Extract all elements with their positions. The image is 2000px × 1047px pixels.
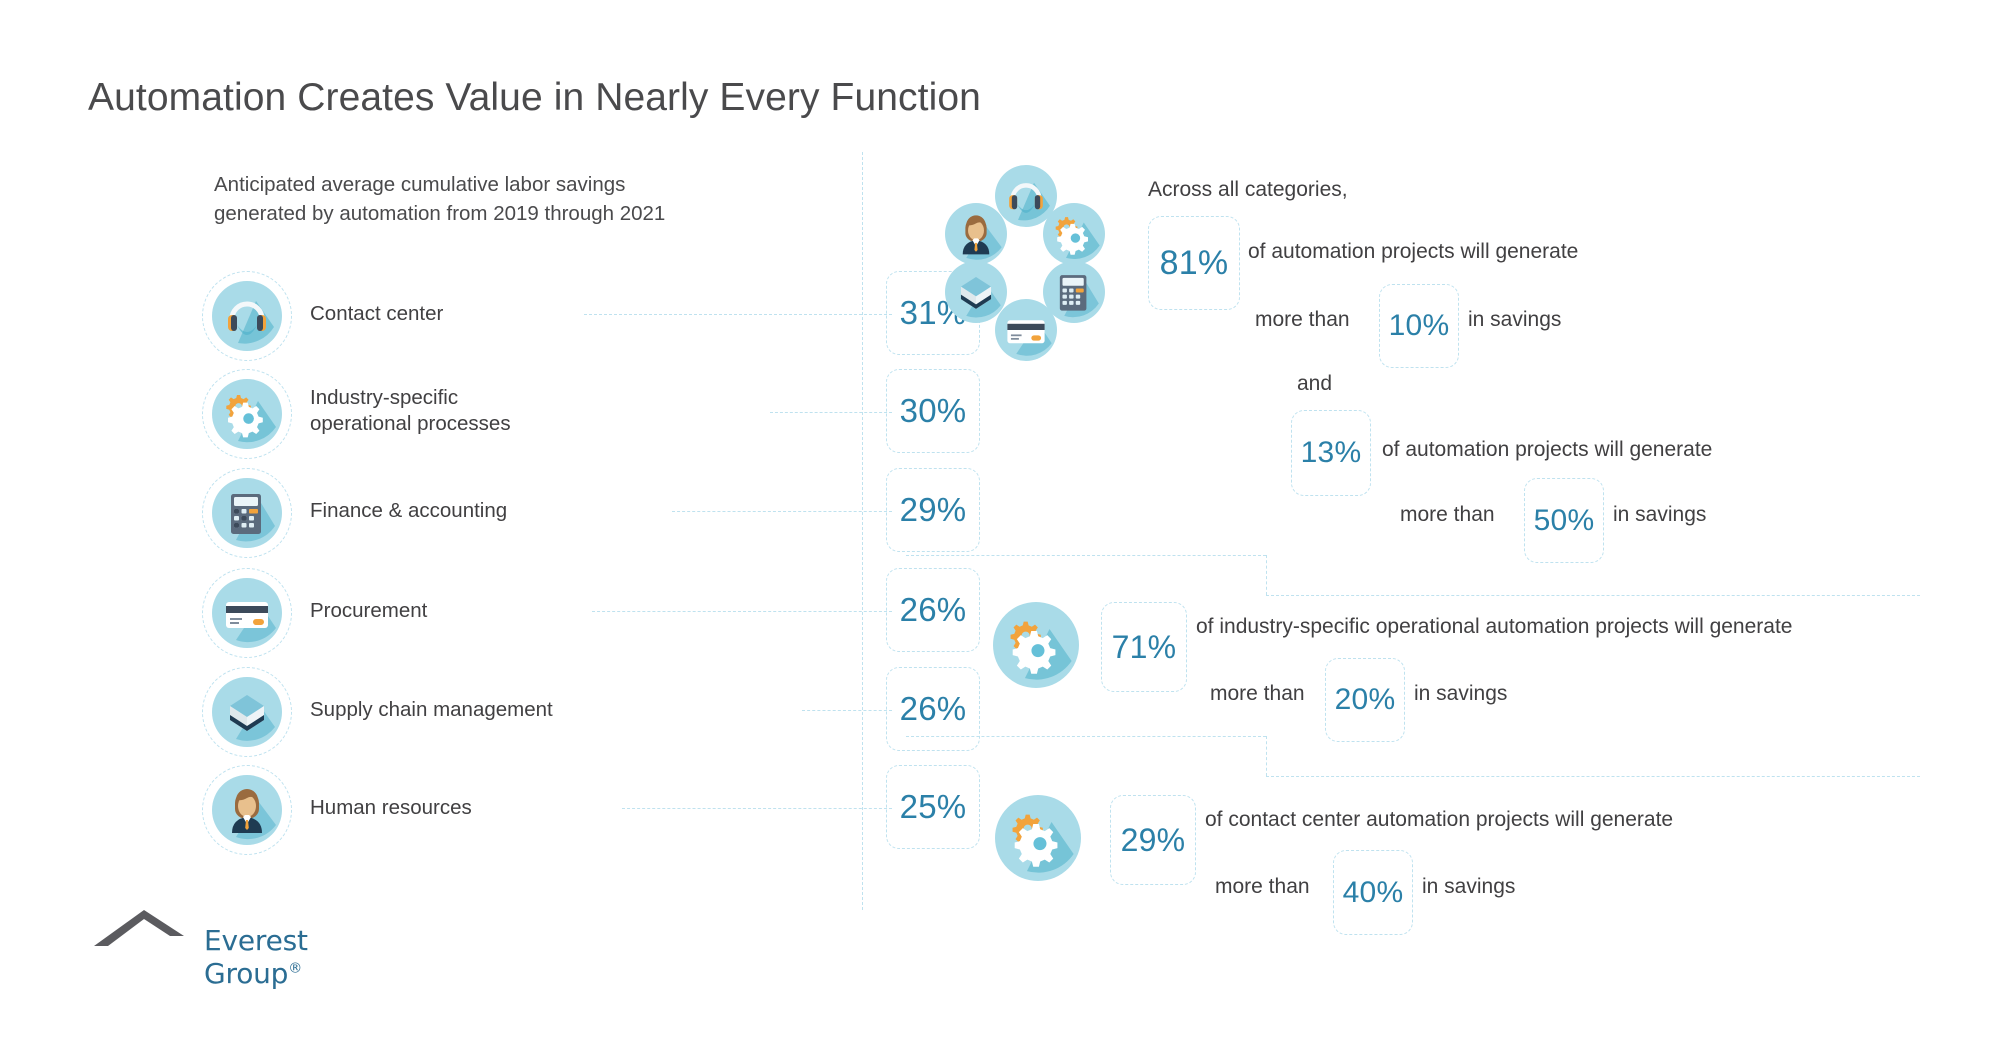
page-title: Automation Creates Value in Nearly Every… (88, 76, 981, 119)
stat-71-value: 71% (1111, 628, 1177, 665)
percent-value: 26% (899, 690, 967, 727)
list-item[interactable]: Procurement (202, 568, 892, 660)
mountain-peak-icon (94, 910, 184, 946)
person-icon (202, 765, 294, 857)
credit-card-icon (202, 568, 294, 660)
percent-value: 30% (899, 392, 967, 429)
leader-line (802, 710, 892, 711)
stat-10-badge: 10% (1379, 284, 1459, 368)
stat-10-suffix-label: in savings (1468, 308, 1562, 331)
leader-line (770, 412, 892, 413)
stat-29-value: 29% (1120, 821, 1186, 858)
stat-50-suffix-label: in savings (1613, 503, 1707, 526)
percent-value: 26% (899, 591, 967, 628)
person-icon (945, 203, 1007, 265)
stat-10-value: 10% (1388, 309, 1450, 342)
vertical-divider (862, 152, 863, 910)
stat-20-badge: 20% (1325, 658, 1405, 742)
percent-value: 29% (899, 491, 967, 528)
stat-50-badge: 50% (1524, 478, 1604, 563)
stat-10-more-than-label: more than (1255, 308, 1350, 331)
percent-badge: 25% (886, 765, 980, 849)
package-box-icon (945, 261, 1007, 323)
package-box-icon (202, 667, 294, 759)
list-item-label: Supply chain management (310, 698, 553, 721)
calculator-icon (202, 468, 294, 560)
percent-value: 25% (899, 788, 967, 825)
leader-line (592, 611, 892, 612)
headphones-icon (202, 271, 294, 363)
stat-29-text: of contact center automation projects wi… (1205, 808, 1674, 831)
stat-71-badge: 71% (1101, 602, 1187, 692)
gears-icon (993, 602, 1079, 688)
stat-20-more-than-label: more than (1210, 682, 1305, 705)
leader-line (622, 808, 892, 809)
stat-81-badge: 81% (1148, 216, 1240, 310)
stat-81-value: 81% (1159, 243, 1229, 282)
stat-50-value: 50% (1533, 503, 1595, 537)
stat-71-text: of industry-specific operational automat… (1196, 615, 1793, 638)
stat-29-badge: 29% (1110, 795, 1196, 885)
across-all-categories-label: Across all categories, (1148, 178, 1348, 201)
percent-badge: 26% (886, 568, 980, 652)
stat-81-text: of automation projects will generate (1248, 240, 1579, 263)
list-item-label: Procurement (310, 599, 428, 622)
percent-badge: 30% (886, 369, 980, 453)
leader-line (584, 314, 892, 315)
stat-40-more-than-label: more than (1215, 875, 1310, 898)
stat-20-value: 20% (1334, 683, 1396, 716)
calculator-icon (1043, 261, 1105, 323)
list-item[interactable]: Supply chain management (202, 667, 892, 759)
list-item[interactable]: Contact center (202, 271, 892, 363)
list-item-label: Human resources (310, 796, 472, 819)
stat-13-text: of automation projects will generate (1382, 438, 1713, 461)
left-panel-subtitle: Anticipated average cumulative labor sav… (214, 173, 666, 225)
stat-13-value: 13% (1300, 436, 1362, 469)
list-item[interactable]: Finance & accounting (202, 468, 892, 560)
category-icon-cluster (940, 165, 1110, 361)
list-item[interactable]: Human resources (202, 765, 892, 857)
logo-text: Everest Group® (204, 924, 308, 990)
list-item-label: Contact center (310, 302, 444, 325)
gears-icon (1043, 203, 1105, 265)
stat-40-suffix-label: in savings (1422, 875, 1516, 898)
everest-group-logo: Everest Group® (92, 906, 332, 990)
conjunction-label: and (1297, 372, 1333, 395)
gears-icon (202, 369, 294, 461)
stat-13-badge: 13% (1291, 410, 1371, 496)
percent-badge: 29% (886, 468, 980, 552)
leader-line (672, 511, 892, 512)
list-item-label: Industry-specific operational processes (310, 386, 511, 435)
stat-40-badge: 40% (1333, 850, 1413, 935)
gears-icon (995, 795, 1081, 881)
headphones-icon (995, 165, 1057, 227)
stat-20-suffix-label: in savings (1414, 682, 1508, 705)
list-item[interactable]: Industry-specific operational processes (202, 369, 892, 461)
stat-50-more-than-label: more than (1400, 503, 1495, 526)
credit-card-icon (995, 299, 1057, 361)
stat-40-value: 40% (1342, 875, 1404, 909)
percent-badge: 26% (886, 667, 980, 751)
list-item-label: Finance & accounting (310, 499, 508, 522)
